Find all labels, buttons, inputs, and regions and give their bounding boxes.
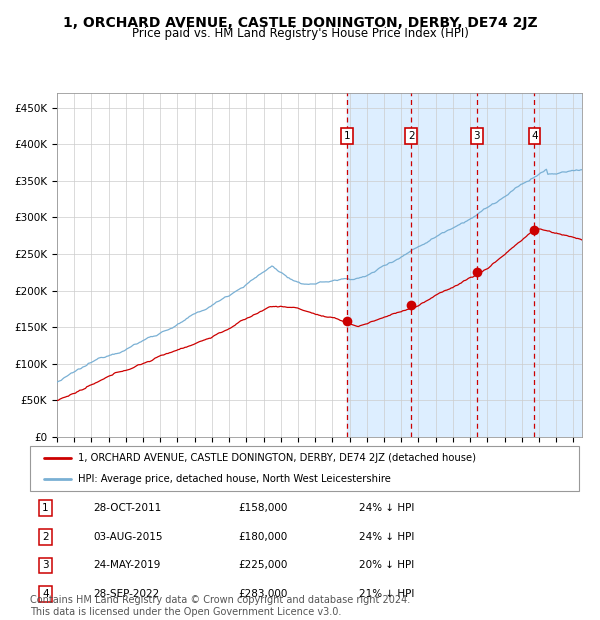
Text: 20% ↓ HPI: 20% ↓ HPI [359, 560, 415, 570]
Text: 03-AUG-2015: 03-AUG-2015 [93, 532, 163, 542]
Text: 1: 1 [42, 503, 49, 513]
Text: £180,000: £180,000 [239, 532, 288, 542]
Text: 3: 3 [42, 560, 49, 570]
Text: 24% ↓ HPI: 24% ↓ HPI [359, 503, 415, 513]
Text: HPI: Average price, detached house, North West Leicestershire: HPI: Average price, detached house, Nort… [79, 474, 391, 484]
Text: 4: 4 [42, 589, 49, 599]
Text: 28-SEP-2022: 28-SEP-2022 [93, 589, 160, 599]
Text: £225,000: £225,000 [239, 560, 288, 570]
Text: 1, ORCHARD AVENUE, CASTLE DONINGTON, DERBY, DE74 2JZ: 1, ORCHARD AVENUE, CASTLE DONINGTON, DER… [62, 16, 538, 30]
Text: £283,000: £283,000 [239, 589, 288, 599]
Text: 4: 4 [531, 131, 538, 141]
Text: Contains HM Land Registry data © Crown copyright and database right 2024.
This d: Contains HM Land Registry data © Crown c… [30, 595, 410, 617]
Text: 24% ↓ HPI: 24% ↓ HPI [359, 532, 415, 542]
Text: 28-OCT-2011: 28-OCT-2011 [93, 503, 161, 513]
Text: 2: 2 [42, 532, 49, 542]
Text: £158,000: £158,000 [239, 503, 288, 513]
Text: 1, ORCHARD AVENUE, CASTLE DONINGTON, DERBY, DE74 2JZ (detached house): 1, ORCHARD AVENUE, CASTLE DONINGTON, DER… [79, 453, 476, 464]
Text: 24-MAY-2019: 24-MAY-2019 [93, 560, 161, 570]
Text: Price paid vs. HM Land Registry's House Price Index (HPI): Price paid vs. HM Land Registry's House … [131, 27, 469, 40]
Text: 2: 2 [408, 131, 415, 141]
Text: 1: 1 [343, 131, 350, 141]
Text: 21% ↓ HPI: 21% ↓ HPI [359, 589, 415, 599]
Bar [347, 93, 599, 437]
Text: 3: 3 [473, 131, 480, 141]
